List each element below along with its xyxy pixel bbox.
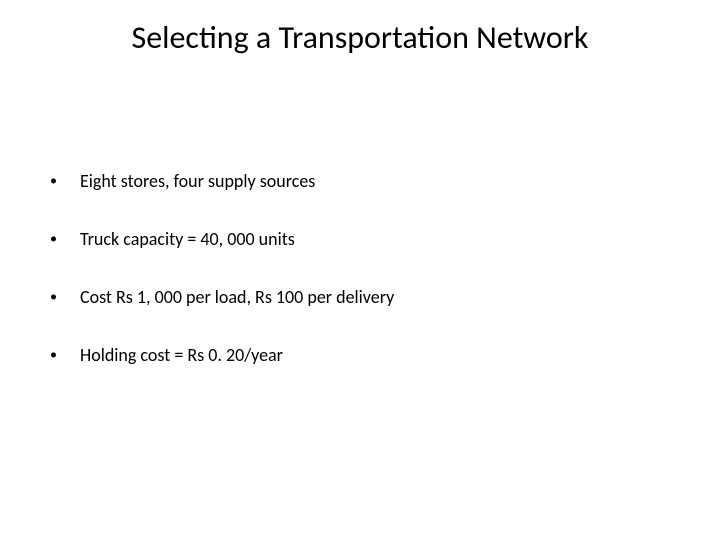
list-item: • Cost Rs 1, 000 per load, Rs 100 per de… — [48, 286, 672, 308]
bullet-text: Holding cost = Rs 0. 20/year — [80, 344, 283, 366]
bullet-text: Truck capacity = 40, 000 units — [80, 228, 295, 250]
slide-body: • Eight stores, four supply sources • Tr… — [48, 170, 672, 402]
bullet-text: Eight stores, four supply sources — [80, 170, 315, 192]
bullet-icon: • — [48, 344, 80, 366]
list-item: • Holding cost = Rs 0. 20/year — [48, 344, 672, 366]
bullet-icon: • — [48, 170, 80, 192]
bullet-icon: • — [48, 286, 80, 308]
list-item: • Eight stores, four supply sources — [48, 170, 672, 192]
slide-title: Selecting a Transportation Network — [0, 18, 720, 57]
slide: Selecting a Transportation Network • Eig… — [0, 0, 720, 540]
bullet-text: Cost Rs 1, 000 per load, Rs 100 per deli… — [80, 286, 394, 308]
bullet-icon: • — [48, 228, 80, 250]
list-item: • Truck capacity = 40, 000 units — [48, 228, 672, 250]
